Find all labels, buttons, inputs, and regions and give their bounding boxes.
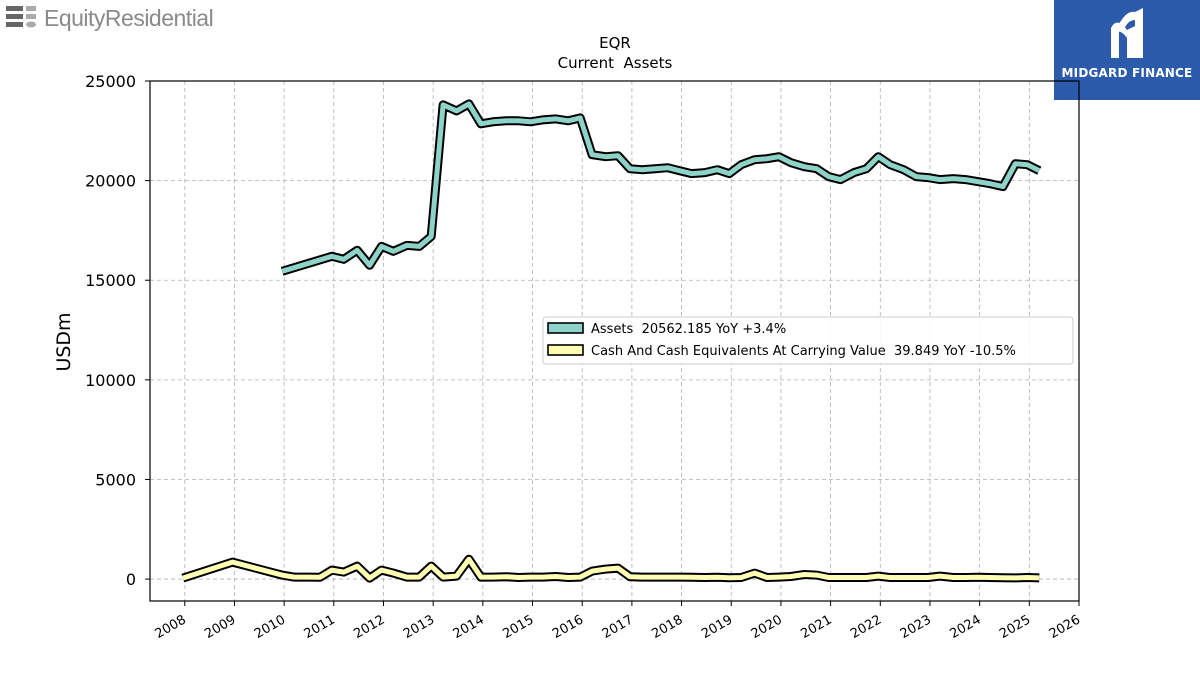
midgard-finance-logo-icon: [1111, 8, 1143, 58]
equity-residential-logo-text: EquityResidential: [44, 4, 214, 31]
legend-label-assets: Assets 20562.185 YoY +3.4%: [591, 322, 786, 337]
y-tick-label: 25000: [85, 72, 136, 91]
legend-label-cash: Cash And Cash Equivalents At Carrying Va…: [591, 344, 1016, 359]
series-line-cash: [182, 556, 1040, 581]
x-tick-label: 2010: [252, 612, 288, 642]
series-line-assets: [281, 101, 1041, 274]
x-tick-label: 2024: [947, 612, 983, 642]
x-tick-label: 2025: [997, 612, 1033, 642]
y-tick-label: 0: [126, 570, 136, 589]
legend-swatch-assets: [547, 322, 584, 334]
legend: Assets 20562.185 YoY +3.4% Cash And Cash…: [542, 316, 1074, 365]
x-tick-label: 2026: [1047, 612, 1083, 642]
x-tick-label: 2014: [451, 612, 487, 642]
x-tick-label: 2017: [600, 612, 636, 642]
equity-residential-logo-icon: [6, 6, 36, 28]
x-tick-label: 2022: [848, 612, 884, 642]
x-tick-label: 2013: [401, 612, 437, 642]
midgard-finance-logo-text: MIDGARD FINANCE: [1061, 66, 1193, 80]
x-tick-label: 2015: [500, 612, 536, 642]
y-axis-label: USDm: [53, 312, 75, 371]
x-tick-label: 2009: [202, 612, 238, 642]
chart-subtitle: Current Assets: [558, 54, 673, 72]
x-tick-label: 2021: [798, 612, 834, 642]
x-tick-label: 2020: [749, 612, 785, 642]
x-tick-label: 2018: [649, 612, 685, 642]
x-tick-label: 2016: [550, 612, 586, 642]
chart-title: EQR: [599, 34, 631, 52]
y-tick-label: 10000: [85, 371, 136, 390]
x-tick-label: 2019: [699, 612, 735, 642]
x-tick-label: 2008: [153, 612, 189, 642]
series-layer: [181, 99, 1042, 583]
x-tick-label: 2011: [302, 612, 338, 642]
x-tick-label: 2012: [351, 612, 387, 642]
x-tick-label: 2023: [898, 612, 934, 642]
y-tick-label: 15000: [85, 271, 136, 290]
y-tick-label: 20000: [85, 172, 136, 191]
series-outline-assets: [280, 99, 1042, 276]
equity-residential-logo: EquityResidential: [6, 4, 214, 32]
y-tick-label: 5000: [95, 470, 136, 489]
midgard-finance-logo: MIDGARD FINANCE: [1054, 0, 1200, 100]
plot-frame: [149, 80, 1080, 602]
legend-box: [542, 316, 1074, 365]
legend-swatch-cash: [547, 344, 584, 356]
